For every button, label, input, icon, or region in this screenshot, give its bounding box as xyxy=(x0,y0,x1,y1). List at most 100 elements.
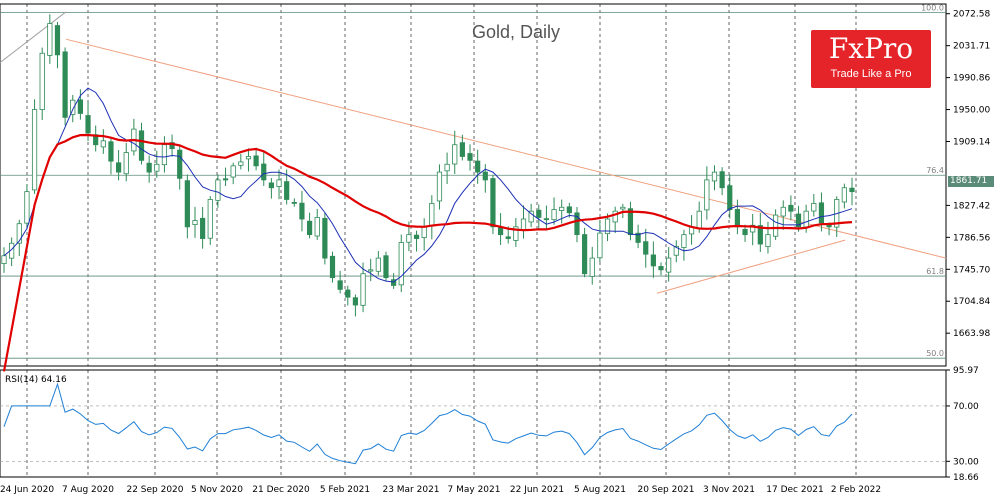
candle-body xyxy=(100,140,106,148)
candle-body xyxy=(643,241,649,255)
rsi-series xyxy=(3,382,853,465)
x-tick-label: 22 Jun 2021 xyxy=(510,485,564,495)
candle-body xyxy=(849,187,855,193)
candle-body xyxy=(757,225,763,245)
candle-body xyxy=(154,163,160,172)
chart-title: Gold, Daily xyxy=(472,22,561,42)
x-tick-label: 24 Jun 2020 xyxy=(0,485,54,495)
x-tick-label: 17 Dec 2021 xyxy=(766,485,824,495)
candle-body xyxy=(666,257,672,273)
x-tick-label: 22 Sep 2020 xyxy=(126,485,183,495)
price-plot-frame xyxy=(0,3,947,367)
ascending-trend-line xyxy=(0,11,67,64)
candle-body xyxy=(818,202,825,224)
candle-body xyxy=(85,115,91,134)
candles xyxy=(1,14,855,317)
rsi-tick-label: 70.00 xyxy=(953,402,979,412)
candle-body xyxy=(589,257,595,277)
candle-body xyxy=(123,152,129,175)
candle-body xyxy=(360,273,366,306)
candle-body xyxy=(230,165,236,178)
rsi-plot-frame xyxy=(0,369,947,478)
candle-body xyxy=(406,234,412,243)
fxpro-logo: FxPro Trade Like a Pro xyxy=(811,30,931,88)
support-trend-line xyxy=(656,239,846,294)
candle-body xyxy=(284,181,290,200)
fib-level-label: 50.0 xyxy=(926,349,944,358)
candle-body xyxy=(742,229,748,236)
candle-body xyxy=(788,204,794,212)
candle-body xyxy=(727,185,733,211)
candle-body xyxy=(24,191,30,224)
fibonacci-levels: 100.0 76.4 61.8 50.0 xyxy=(0,4,946,359)
candle-body xyxy=(238,161,244,166)
candle-body xyxy=(482,171,488,181)
candle-body xyxy=(413,234,420,239)
candle-body xyxy=(604,218,611,235)
candle-body xyxy=(536,209,542,218)
x-tick-label: 2 Feb 2022 xyxy=(831,485,881,495)
candle-body xyxy=(513,226,519,241)
candle-body xyxy=(459,142,465,157)
candle-body xyxy=(711,171,718,182)
y-tick-label: 2031.71 xyxy=(953,42,990,52)
candle-body xyxy=(627,208,634,236)
candle-body xyxy=(192,220,198,225)
candle-body xyxy=(765,234,771,248)
y-tick-label: 1663.98 xyxy=(953,329,990,339)
candle-body xyxy=(436,171,443,202)
candle-body xyxy=(681,234,687,248)
candle-body xyxy=(574,212,580,236)
rsi-line xyxy=(3,382,853,465)
candle-body xyxy=(47,23,53,56)
x-tick-label: 23 Mar 2021 xyxy=(382,485,439,495)
candle-body xyxy=(811,202,817,212)
candle-body xyxy=(719,171,725,189)
y-axis-ticks: 2072.58 2031.71 1990.86 1950.00 1909.14 1827.… xyxy=(946,10,990,483)
logo-text: FxPro xyxy=(828,32,914,65)
candle-body xyxy=(734,209,741,228)
candle-body xyxy=(528,210,534,223)
candle-body xyxy=(383,255,389,279)
candle-body xyxy=(161,144,168,166)
candle-body xyxy=(16,223,22,244)
y-tick-label: 1827.42 xyxy=(953,201,990,211)
candle-body xyxy=(138,130,145,161)
candle-body xyxy=(673,245,679,256)
candle-body xyxy=(115,162,122,173)
candle-body xyxy=(222,178,229,181)
candle-body xyxy=(421,226,427,238)
candle-body xyxy=(276,179,282,187)
candle-body xyxy=(391,279,397,286)
candle-body xyxy=(299,202,305,220)
candle-body xyxy=(803,210,809,228)
fib-level-label: 61.8 xyxy=(926,267,944,276)
candle-body xyxy=(490,178,496,228)
candle-body xyxy=(184,180,190,228)
fib-level-label: 76.4 xyxy=(926,166,944,175)
candle-body xyxy=(780,206,786,217)
candle-body xyxy=(826,225,832,228)
x-tick-label: 21 Dec 2020 xyxy=(252,485,310,495)
x-tick-label: 7 May 2021 xyxy=(448,485,501,495)
candle-body xyxy=(505,236,511,239)
candle-body xyxy=(207,199,213,239)
logo-tagline: Trade Like a Pro xyxy=(830,68,912,80)
x-tick-label: 5 Nov 2020 xyxy=(191,485,243,495)
candle-body xyxy=(841,187,847,203)
x-tick-label: 5 Feb 2021 xyxy=(320,485,370,495)
grid-lines xyxy=(0,4,946,477)
candle-body xyxy=(773,214,779,237)
candle-body xyxy=(551,209,557,221)
candle-body xyxy=(368,269,374,272)
ma-slow-line xyxy=(2,133,853,372)
candle-body xyxy=(696,210,702,229)
rsi-tick-label: 18.66 xyxy=(953,473,979,483)
last-price-label: 1861.71 xyxy=(948,176,994,187)
candle-body xyxy=(169,142,175,150)
candle-body xyxy=(177,149,183,179)
candle-body xyxy=(620,206,626,210)
candle-body xyxy=(70,99,76,115)
y-tick-label: 1950.00 xyxy=(953,106,990,116)
candle-body xyxy=(77,99,83,114)
